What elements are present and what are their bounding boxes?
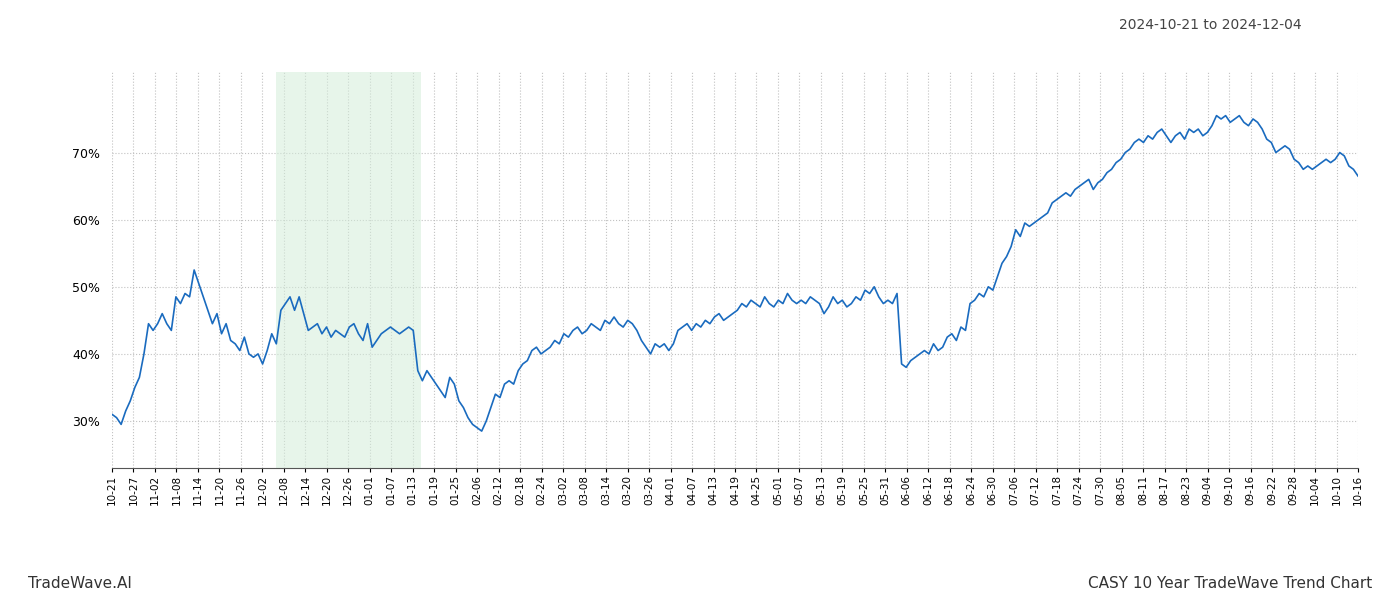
Bar xyxy=(276,72,421,468)
Text: TradeWave.AI: TradeWave.AI xyxy=(28,576,132,591)
Text: 2024-10-21 to 2024-12-04: 2024-10-21 to 2024-12-04 xyxy=(1120,18,1302,32)
Text: CASY 10 Year TradeWave Trend Chart: CASY 10 Year TradeWave Trend Chart xyxy=(1088,576,1372,591)
